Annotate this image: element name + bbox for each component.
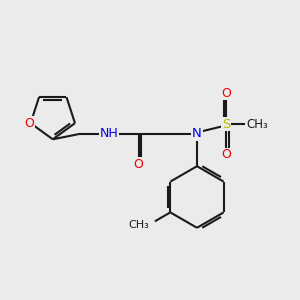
Text: N: N: [192, 127, 202, 140]
Text: O: O: [24, 117, 34, 130]
Text: CH₃: CH₃: [246, 118, 268, 130]
Text: O: O: [134, 158, 144, 171]
Text: NH: NH: [100, 127, 119, 140]
Text: CH₃: CH₃: [128, 220, 149, 230]
Text: S: S: [222, 118, 230, 130]
Text: O: O: [221, 148, 231, 161]
Text: O: O: [221, 87, 231, 100]
